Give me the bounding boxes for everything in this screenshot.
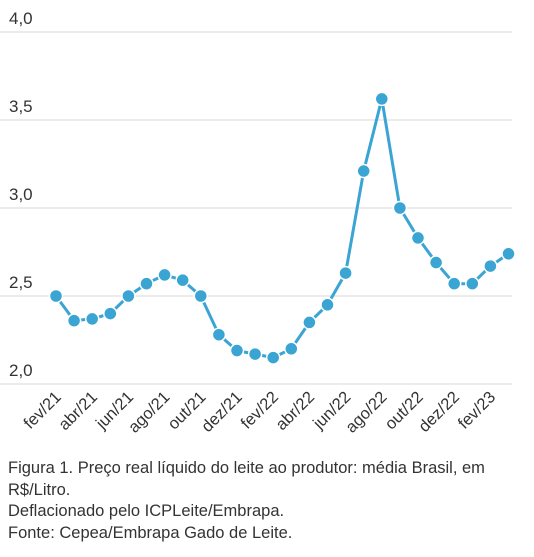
data-point <box>374 91 390 107</box>
grid-lines <box>0 31 512 385</box>
data-point <box>229 343 245 358</box>
y-axis-tick-labels: 2,0 2,5 3,0 3,5 4,0 <box>9 9 33 380</box>
data-point <box>410 230 426 246</box>
data-point <box>483 258 498 274</box>
data-point <box>193 288 209 304</box>
y-tick-label: 4,0 <box>9 9 33 28</box>
x-tick-label: ago/22 <box>342 388 390 436</box>
figure-caption: Figura 1. Preço real líquido do leite ao… <box>8 458 528 544</box>
data-point <box>338 265 353 281</box>
data-point <box>157 267 172 283</box>
caption-deflator-note: Deflacionado pelo ICPLeite/Embrapa. <box>8 502 285 520</box>
x-tick-label: fev/22 <box>238 388 283 433</box>
x-tick-label: fev/23 <box>455 388 500 433</box>
x-tick-label: fev/21 <box>20 388 65 433</box>
y-tick-label: 2,0 <box>9 361 33 380</box>
y-tick-label: 3,5 <box>9 97 33 116</box>
data-point <box>320 297 335 313</box>
data-point <box>84 311 100 327</box>
x-tick-label: dez/22 <box>415 388 463 436</box>
caption-source: Fonte: Cepea/Embrapa Gado de Leite. <box>8 523 293 542</box>
line-chart: 2,0 2,5 3,0 3,5 4,0 fev/21abr/21jun/21ago/21… <box>0 9 516 437</box>
data-point <box>175 272 190 288</box>
x-tick-label: dez/21 <box>198 388 246 436</box>
data-point <box>392 200 408 216</box>
x-tick-label: ago/21 <box>125 388 173 436</box>
y-tick-label: 3,0 <box>9 185 33 204</box>
x-axis-tick-labels: fev/21abr/21jun/21ago/21out/21dez/21fev/… <box>20 388 499 436</box>
data-point <box>66 313 82 328</box>
x-tick-label: abr/22 <box>272 388 318 434</box>
data-point <box>501 246 516 262</box>
data-points <box>48 91 516 365</box>
data-point <box>265 350 281 365</box>
x-tick-label: abr/21 <box>55 388 101 434</box>
y-tick-label: 2,5 <box>9 273 33 292</box>
data-point <box>302 315 317 330</box>
caption-title: Figura 1. Preço real líquido do leite ao… <box>8 459 485 499</box>
series-line <box>54 97 510 360</box>
data-point <box>446 276 462 291</box>
data-point <box>48 288 64 304</box>
data-point <box>247 346 263 362</box>
data-point <box>103 306 118 321</box>
data-point <box>139 276 154 291</box>
series-polyline <box>54 97 510 360</box>
data-point <box>356 163 371 179</box>
data-point <box>211 327 227 342</box>
data-point <box>465 276 480 291</box>
data-point <box>121 288 136 304</box>
data-point <box>428 255 444 270</box>
data-point <box>284 341 299 357</box>
